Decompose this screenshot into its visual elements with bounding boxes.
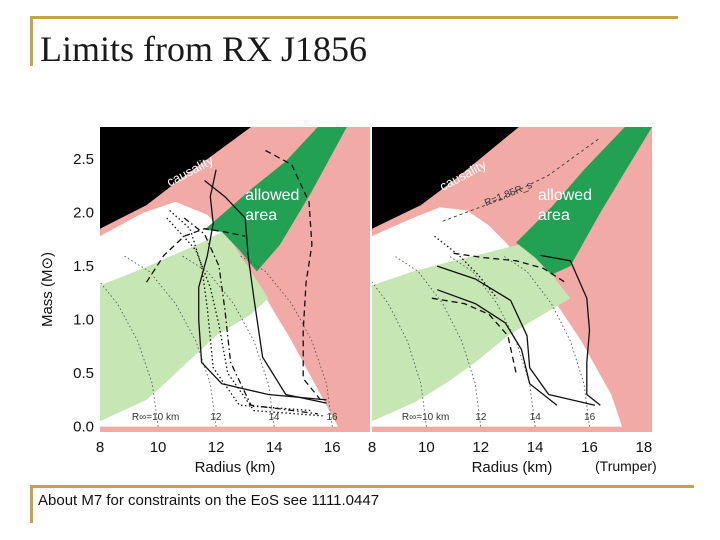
eos-mass-radius-curve-6 (434, 235, 498, 299)
x-tick-label: 8 (96, 439, 104, 456)
y-tick-label: 1.0 (73, 312, 94, 329)
x-tick-label: 14 (266, 439, 283, 456)
eos-mass-radius-curve-3 (265, 149, 322, 401)
r-infinity-contour-3 (447, 255, 536, 427)
eos-mass-radius-curve-5 (183, 217, 318, 415)
light-green-band (372, 244, 571, 422)
allowed-area-region (516, 127, 652, 275)
r-infinity-contour-2 (393, 255, 482, 427)
panel-regions (100, 127, 370, 432)
eos-mass-radius-curve-3 (436, 289, 558, 406)
allowed-area-label-line-2: area (538, 207, 570, 224)
x-tick-label: 16 (581, 439, 598, 456)
eos-mass-radius-curve-2 (436, 265, 596, 406)
bottom-rule (30, 485, 694, 488)
x-tick-label: 12 (208, 439, 225, 456)
x-tick-label: 10 (150, 439, 167, 456)
r-infinity-annotation-3: 14 (530, 412, 542, 423)
eos-mass-radius-curve-2 (204, 179, 327, 404)
eos-mass-radius-curve-1 (198, 169, 327, 401)
figure-credit: (Trumper) (595, 458, 657, 474)
r-infinity-contour-3 (181, 255, 275, 427)
footnote: About M7 for constraints on the EoS see … (38, 492, 380, 509)
y-tick-label: 2.5 (73, 151, 94, 168)
x-tick-label: 18 (636, 439, 653, 456)
eos-mass-radius-curve-5 (431, 297, 517, 374)
allowed-area-label-line-1: allowed (538, 187, 592, 204)
bottom-left-rule (30, 485, 33, 523)
allowed-area-label-line-2: area (245, 207, 277, 224)
r-infinity-contour-4 (239, 255, 333, 427)
y-axis-label: Mass (M⊙) (39, 252, 56, 327)
allowed-area-label-line-1: allowed (245, 187, 299, 204)
r-infinity-annotation-1: R∞=10 km (132, 412, 179, 423)
allowed-area-region (204, 127, 347, 272)
r-infinity-annotation-1: R∞=10 km (402, 412, 449, 423)
x-tick-label: 8 (368, 439, 376, 456)
r-infinity-annotation-3: 14 (268, 412, 280, 423)
x-axis-label: Radius (km) (195, 459, 276, 476)
eos-mass-radius-curve-4 (145, 228, 246, 283)
causality-region (100, 127, 251, 229)
slide-title: Limits from RX J1856 (40, 29, 368, 69)
y-tick-label: 0.0 (73, 419, 94, 436)
eos-mass-radius-curve-4 (453, 252, 566, 283)
r-infinity-annotation-4: 16 (326, 412, 338, 423)
light-green-band (100, 231, 269, 422)
r-infinity-annotation-4: 16 (584, 412, 596, 423)
x-tick-label: 14 (527, 439, 544, 456)
r-infinity-contour-1 (372, 281, 427, 427)
r-infinity-contour-4 (502, 255, 590, 427)
x-tick-label: 16 (324, 439, 341, 456)
top-rule (30, 16, 678, 19)
y-tick-label: 1.5 (73, 258, 94, 275)
r-infinity-contour-2 (122, 255, 217, 427)
r-185rs-curve (442, 137, 601, 222)
r-infinity-annotation-2: 12 (210, 412, 222, 423)
x-axis-label: Radius (km) (472, 459, 553, 476)
eos-mass-radius-curve-6 (166, 217, 324, 417)
left-rule (30, 16, 33, 66)
x-tick-label: 10 (418, 439, 435, 456)
y-tick-label: 0.5 (73, 365, 94, 382)
r-infinity-annotation-2: 12 (475, 412, 487, 423)
eos-mass-radius-curve-1 (540, 254, 601, 406)
y-tick-label: 2.0 (73, 205, 94, 222)
panel-regions (372, 127, 652, 432)
causality-region (372, 127, 519, 229)
x-tick-label: 12 (472, 439, 489, 456)
